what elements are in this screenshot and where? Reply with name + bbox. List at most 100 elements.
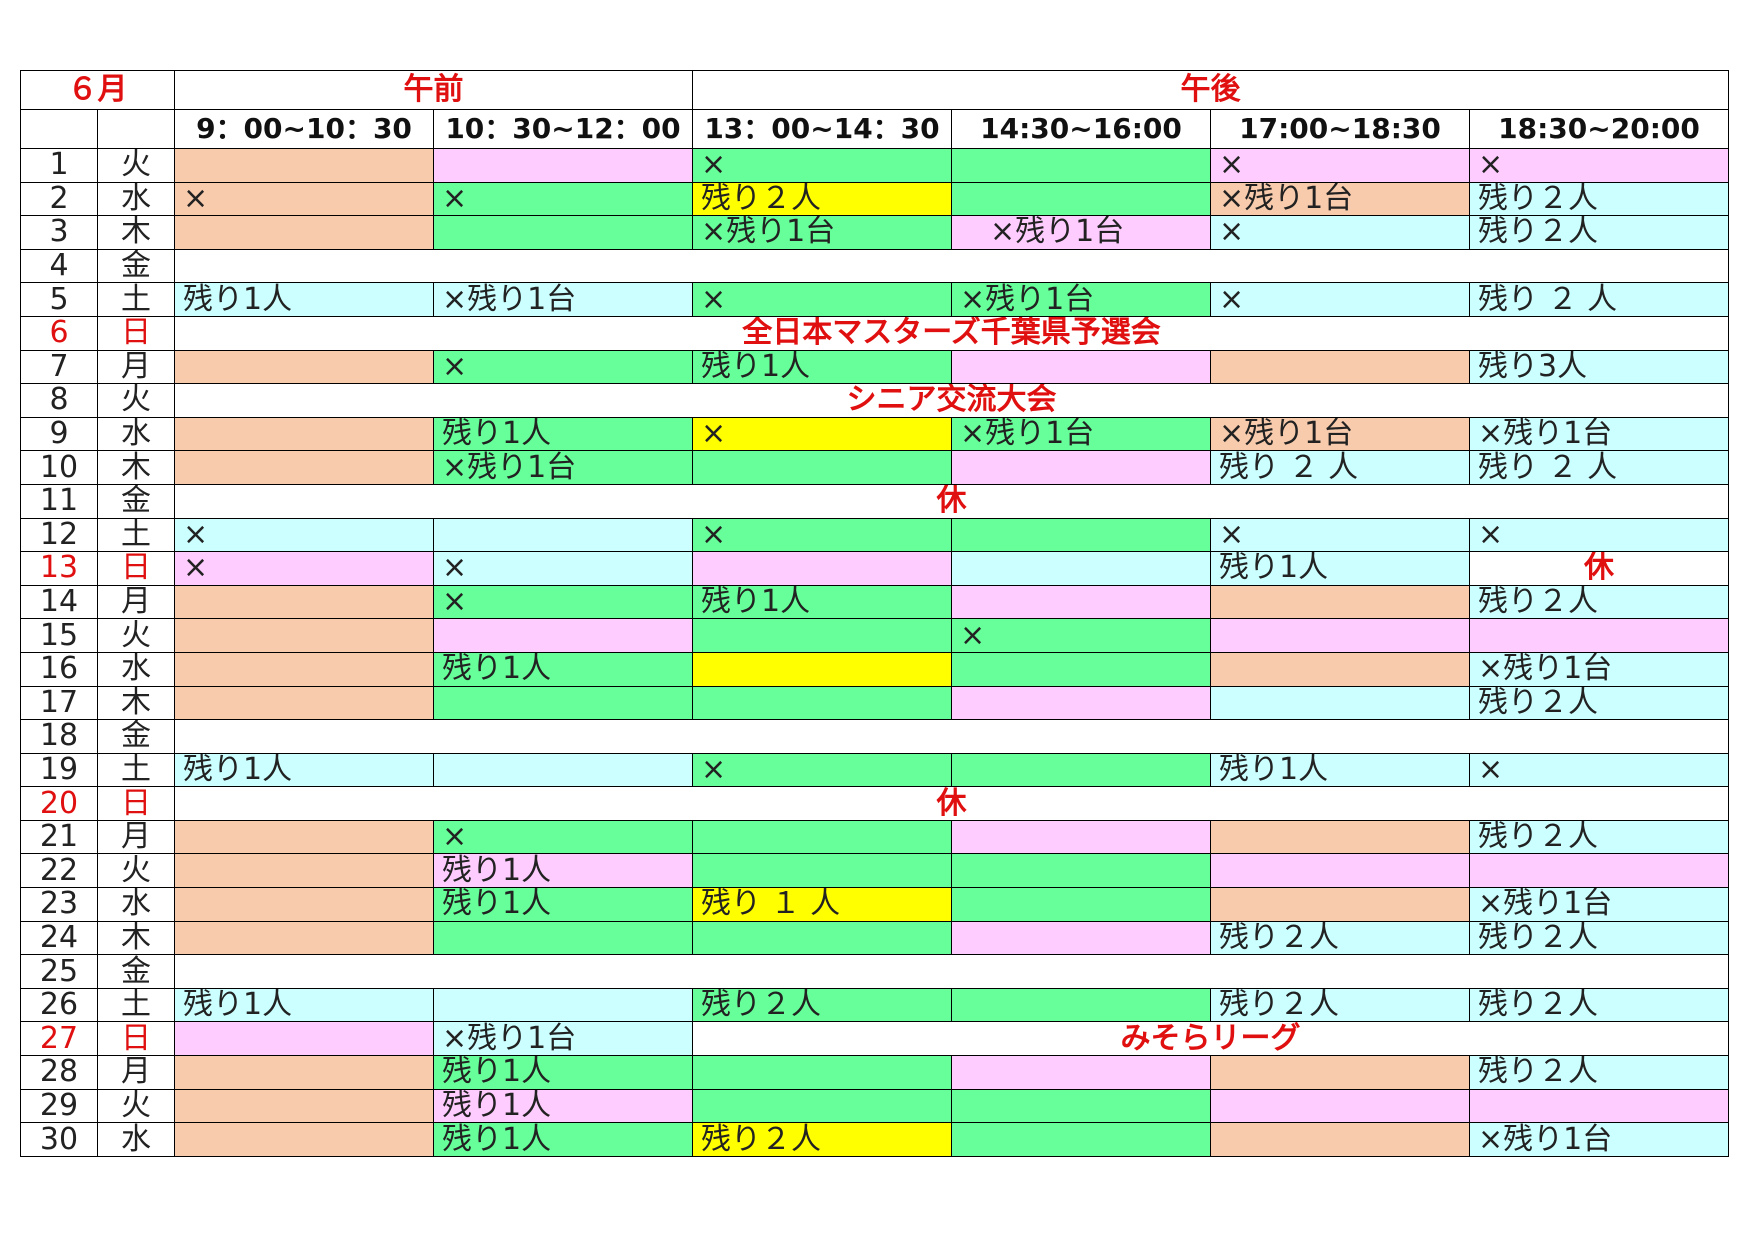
slot-cell <box>692 651 952 687</box>
event-banner: 休 <box>174 786 1729 821</box>
date-cell: 13 <box>20 551 98 586</box>
schedule-row: 21 月 × 残り２人 <box>20 819 1729 855</box>
schedule-row: 29 火 残り1人 <box>20 1088 1729 1124</box>
schedule-row: 11 金休 <box>20 483 1729 519</box>
schedule-row: 12 土 × × × × <box>20 517 1729 553</box>
slot-cell: 残り1人 <box>433 887 693 922</box>
slot-cell: × <box>1210 282 1470 317</box>
slot-cell <box>433 618 693 653</box>
slot-cell: 残り1人 <box>433 853 693 889</box>
slot-cell <box>1210 853 1470 889</box>
slot-cell: × <box>174 551 434 586</box>
slot-cell: × <box>433 819 693 855</box>
slot-cell <box>174 450 434 485</box>
slot-cell: × <box>692 282 952 317</box>
slot-cell <box>1469 853 1729 889</box>
slot-cell <box>174 1055 434 1090</box>
slot-cell <box>174 685 434 721</box>
month-label: ６月 <box>20 70 175 110</box>
weekday-cell: 火 <box>97 148 175 183</box>
header-row-times: 9：00~10：30 10：30~12：00 13：00~14：30 14:30… <box>20 109 1729 149</box>
slot-cell <box>174 215 434 250</box>
slot-cell <box>951 887 1211 922</box>
slot-cell <box>951 584 1211 620</box>
weekday-cell: 火 <box>97 853 175 889</box>
weekday-cell: 月 <box>97 584 175 620</box>
slot-cell: ×残り1台 <box>1469 416 1729 452</box>
slot-cell: 残り２人 <box>692 1122 952 1157</box>
date-cell: 9 <box>20 416 98 452</box>
slot-cell <box>174 651 434 687</box>
slot-cell: 残り２人 <box>1469 584 1729 620</box>
weekday-cell: 木 <box>97 685 175 721</box>
slot-cell <box>951 651 1211 687</box>
date-cell: 2 <box>20 181 98 217</box>
weekday-cell: 金 <box>97 719 175 754</box>
time-slot-4: 14:30~16:00 <box>951 109 1211 149</box>
slot-cell <box>433 685 693 721</box>
slot-cell: ×残り1台 <box>1210 181 1470 217</box>
slot-cell <box>951 148 1211 183</box>
slot-cell <box>692 1088 952 1124</box>
date-cell: 5 <box>20 282 98 317</box>
weekday-cell: 月 <box>97 819 175 855</box>
schedule-row: 30 水 残り1人 残り２人 ×残り1台 <box>20 1122 1729 1157</box>
schedule-row: 3 木 ×残り1台 ×残り1台 × 残り２人 <box>20 215 1729 250</box>
slot-cell: 残り1人 <box>433 1122 693 1157</box>
slot-cell <box>1210 819 1470 855</box>
slot-cell <box>951 551 1211 586</box>
slot-cell <box>433 920 693 956</box>
slot-cell: × <box>1210 215 1470 250</box>
slot-cell <box>951 450 1211 485</box>
weekday-cell: 金 <box>97 954 175 989</box>
slot-cell: 残り２人 <box>1210 920 1470 956</box>
schedule-body: ６月 午前 午後 9：00~10：30 10：30~12：00 13：00~14… <box>20 70 1729 1157</box>
slot-cell: ×残り1台 <box>1469 1122 1729 1157</box>
slot-cell <box>174 1021 434 1057</box>
weekday-cell: 日 <box>97 315 175 351</box>
slot-cell: 残り２人 <box>692 987 952 1023</box>
header-dow-blank <box>97 109 175 149</box>
slot-cell: 残り ２ 人 <box>1469 282 1729 317</box>
slot-cell: 残り２人 <box>1469 181 1729 217</box>
slot-cell <box>692 1055 952 1090</box>
event-banner: シニア交流大会 <box>174 383 1729 418</box>
weekday-cell: 木 <box>97 920 175 956</box>
slot-cell <box>174 416 434 452</box>
schedule-row: 23 水 残り1人 残り １ 人 ×残り1台 <box>20 887 1729 922</box>
slot-cell: 残り1人 <box>433 1088 693 1124</box>
slot-cell: 残り1人 <box>174 282 434 317</box>
slot-cell <box>692 819 952 855</box>
schedule-row: 27 日 ×残り1台 みそらリーグ <box>20 1021 1729 1057</box>
slot-cell <box>1210 1088 1470 1124</box>
slot-cell: × <box>433 584 693 620</box>
slot-cell <box>1469 618 1729 653</box>
date-cell: 22 <box>20 853 98 889</box>
slot-cell: ×残り1台 <box>951 215 1211 250</box>
schedule-row: 15 火 × <box>20 618 1729 653</box>
time-slot-6: 18:30~20:00 <box>1469 109 1729 149</box>
slot-cell: 残り２人 <box>1469 215 1729 250</box>
slot-cell: 残り1人 <box>692 349 952 385</box>
slot-cell: ×残り1台 <box>1210 416 1470 452</box>
slot-cell: × <box>1210 517 1470 553</box>
slot-cell: 残り1人 <box>433 416 693 452</box>
event-banner: みそらリーグ <box>692 1021 1729 1057</box>
slot-cell: × <box>1469 517 1729 553</box>
slot-cell <box>951 349 1211 385</box>
schedule-row: 7 月 × 残り1人 残り3人 <box>20 349 1729 385</box>
slot-cell <box>692 853 952 889</box>
slot-cell: 残り２人 <box>692 181 952 217</box>
time-slot-1: 9：00~10：30 <box>174 109 434 149</box>
slot-cell <box>433 517 693 553</box>
schedule-row: 14 月 × 残り1人 残り２人 <box>20 584 1729 620</box>
slot-cell: × <box>174 181 434 217</box>
slot-cell: × <box>1210 148 1470 183</box>
slot-cell <box>174 618 434 653</box>
slot-cell: 残り １ 人 <box>692 887 952 922</box>
weekday-cell: 火 <box>97 1088 175 1124</box>
slot-cell <box>1210 618 1470 653</box>
slot-cell <box>433 752 693 788</box>
slot-cell <box>1210 1055 1470 1090</box>
slot-cell: ×残り1台 <box>1469 887 1729 922</box>
